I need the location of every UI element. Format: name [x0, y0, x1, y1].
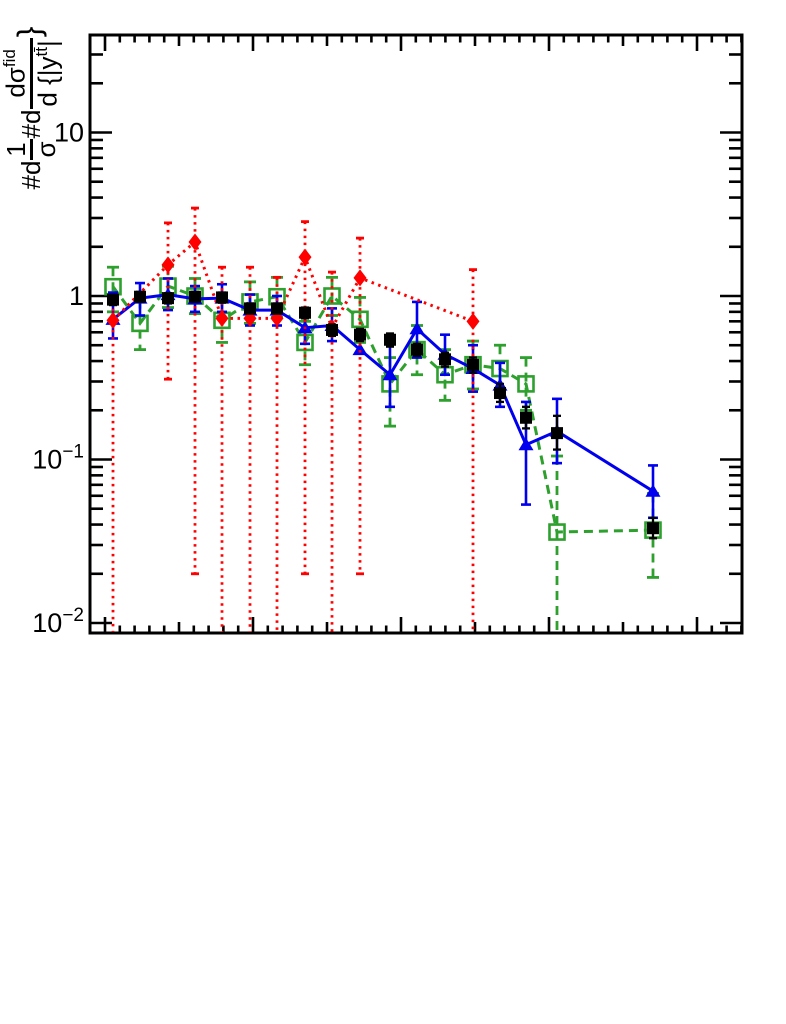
- black-square-marker: [244, 302, 256, 315]
- green-open-squares-line: [111, 284, 654, 534]
- black-square-marker: [494, 387, 506, 400]
- red-diamond-marker: [353, 269, 367, 287]
- blue-triangle-marker: [352, 342, 368, 356]
- black-square-marker: [411, 343, 423, 356]
- y-axis-tick-labels: 10 1 10−1 10−2: [32, 118, 84, 639]
- y-tick-label: 1: [69, 281, 84, 311]
- series-blue-triangles: [105, 277, 661, 520]
- green-open-square-marker: [517, 375, 535, 393]
- red-diamond-marker: [466, 312, 480, 330]
- black-square-marker: [107, 293, 119, 306]
- series-green-open-squares: [104, 264, 662, 632]
- green-open-square-marker: [548, 523, 566, 541]
- y-tick-label: 10: [54, 118, 84, 148]
- black-square-marker: [134, 290, 146, 303]
- black-square-marker: [271, 302, 283, 315]
- black-square-marker: [520, 411, 532, 424]
- y-tick-label: 10−2: [32, 605, 84, 638]
- red-diamond-marker: [188, 233, 202, 251]
- black-square-marker: [162, 292, 174, 305]
- red-diamond-marker: [106, 311, 120, 329]
- blue-triangle-marker: [518, 437, 534, 451]
- blue-triangle-marker: [645, 484, 661, 497]
- axis-ticks: [90, 35, 743, 633]
- green-open-square-marker: [351, 310, 369, 329]
- black-square-marker: [189, 290, 201, 303]
- data-layer: [104, 206, 662, 632]
- black-square-marker: [439, 353, 451, 366]
- blue-triangle-marker: [382, 367, 398, 381]
- red-diamond-marker: [161, 256, 175, 274]
- black-square-marker: [384, 333, 396, 346]
- black-square-marker: [467, 358, 479, 371]
- black-square-marker: [299, 306, 311, 319]
- red-diamond-marker: [298, 248, 312, 266]
- y-tick-label: 10−1: [32, 442, 84, 475]
- black-square-marker: [551, 427, 563, 440]
- black-square-marker: [326, 323, 338, 336]
- black-square-marker: [647, 522, 659, 535]
- red-diamonds-line: [111, 239, 474, 332]
- series-black-squares: [107, 290, 659, 540]
- blue-triangle-marker: [409, 321, 425, 335]
- red-diamond-marker: [215, 309, 229, 327]
- black-square-marker: [354, 328, 366, 341]
- black-square-marker: [216, 291, 228, 304]
